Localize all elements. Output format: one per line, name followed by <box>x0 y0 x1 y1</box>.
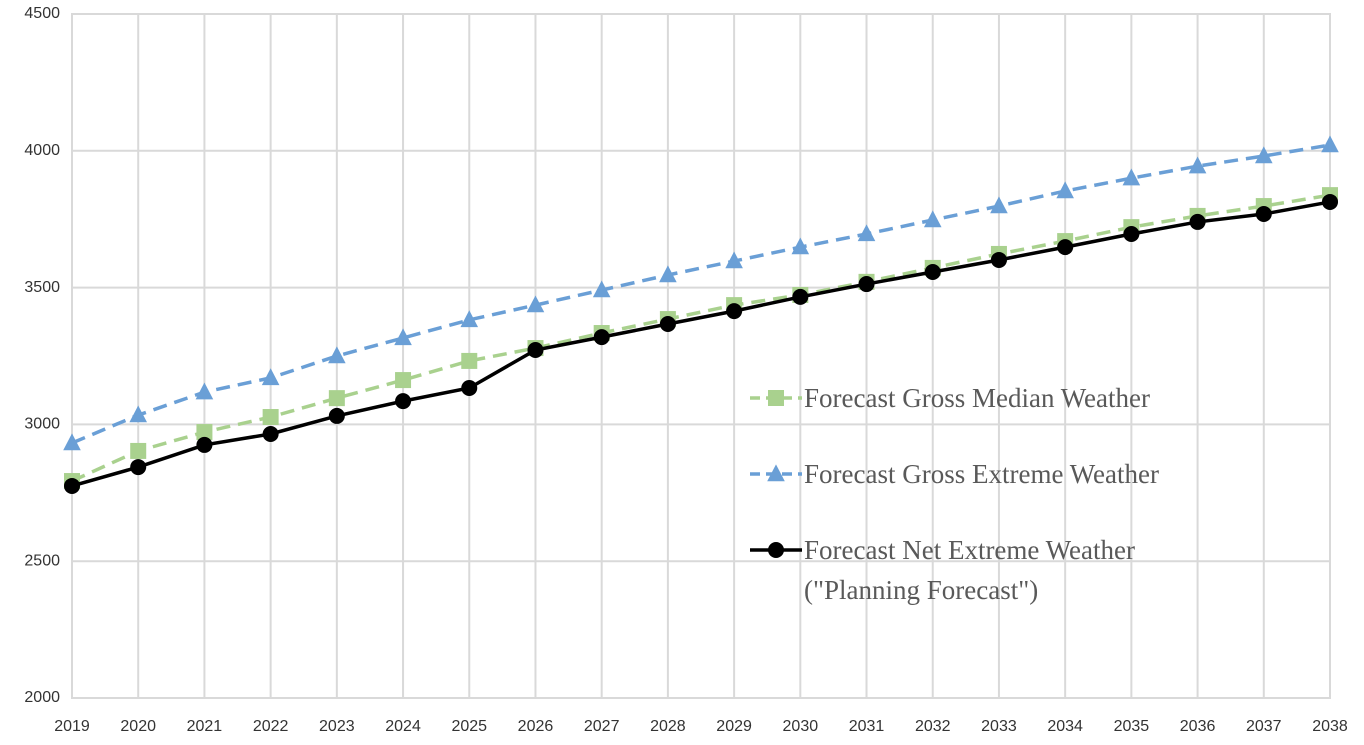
marker <box>791 237 810 255</box>
x-tick-label: 2034 <box>1047 718 1083 735</box>
marker <box>592 280 611 298</box>
marker <box>767 464 785 482</box>
y-tick-label: 4000 <box>24 142 60 159</box>
legend-swatch <box>750 464 802 482</box>
marker <box>195 382 214 400</box>
marker <box>63 433 81 451</box>
legend-label: Forecast Net Extreme Weather ("Planning … <box>804 535 1135 605</box>
marker <box>1321 135 1339 153</box>
x-tick-label: 2030 <box>783 718 819 735</box>
legend-entry: Forecast Net Extreme Weather ("Planning … <box>748 530 1228 610</box>
marker <box>394 328 412 346</box>
y-tick-label: 3000 <box>24 416 60 433</box>
marker <box>1057 239 1074 256</box>
legend-entry: Forecast Gross Median Weather <box>748 378 1228 418</box>
marker <box>461 380 478 397</box>
x-tick-label: 2036 <box>1180 718 1216 735</box>
marker <box>990 251 1007 268</box>
series-line <box>71 200 1331 488</box>
x-tick-label: 2024 <box>385 718 421 735</box>
marker <box>1255 206 1272 223</box>
marker <box>725 251 743 269</box>
marker <box>1322 193 1338 210</box>
x-tick-label: 2031 <box>849 718 885 735</box>
marker <box>923 210 942 228</box>
marker <box>395 372 412 389</box>
marker <box>395 393 412 410</box>
marker <box>460 310 479 328</box>
series-line <box>71 193 1331 483</box>
marker <box>857 224 876 242</box>
x-tick-label: 2022 <box>253 718 289 735</box>
marker <box>130 442 147 459</box>
legend-swatch <box>750 542 802 558</box>
marker <box>526 295 545 313</box>
marker <box>659 315 676 332</box>
marker <box>1123 225 1140 242</box>
y-tick-label: 4500 <box>24 5 60 22</box>
marker <box>768 542 784 558</box>
marker <box>328 390 345 407</box>
marker <box>659 265 677 283</box>
x-tick-label: 2029 <box>716 718 752 735</box>
x-tick-label: 2032 <box>915 718 951 735</box>
y-tick-label: 2000 <box>24 689 60 706</box>
marker <box>261 368 280 386</box>
marker <box>328 346 346 364</box>
marker <box>924 264 941 281</box>
marker <box>130 459 147 476</box>
marker <box>527 341 544 358</box>
legend-label: Forecast Gross Extreme Weather <box>804 459 1159 489</box>
x-tick-label: 2038 <box>1312 718 1348 735</box>
series-line <box>71 143 1331 445</box>
marker <box>461 352 478 369</box>
plot-area <box>71 13 1331 699</box>
x-tick-label: 2019 <box>54 718 90 735</box>
x-tick-label: 2027 <box>584 718 620 735</box>
x-tick-label: 2028 <box>650 718 686 735</box>
marker <box>196 436 213 453</box>
x-tick-label: 2037 <box>1246 718 1282 735</box>
marker <box>768 390 784 406</box>
marker <box>262 409 279 426</box>
marker <box>129 405 148 423</box>
x-tick-label: 2026 <box>518 718 554 735</box>
y-tick-label: 2500 <box>24 552 60 569</box>
marker <box>196 424 213 441</box>
y-tick-label: 3500 <box>24 279 60 296</box>
x-tick-label: 2023 <box>319 718 355 735</box>
x-tick-label: 2020 <box>120 718 156 735</box>
legend: Forecast Gross Median Weather Forecast Gr… <box>748 378 1228 646</box>
marker <box>726 303 743 320</box>
marker <box>1188 156 1207 174</box>
legend-swatch <box>750 390 802 406</box>
marker <box>1189 213 1206 230</box>
marker <box>990 196 1008 214</box>
legend-label: Forecast Gross Median Weather <box>804 383 1150 413</box>
x-tick-label: 2035 <box>1114 718 1150 735</box>
marker <box>1122 168 1141 186</box>
x-tick-label: 2025 <box>451 718 487 735</box>
marker <box>1254 146 1273 164</box>
marker <box>64 477 80 494</box>
marker <box>1056 181 1074 199</box>
marker <box>858 276 875 293</box>
marker <box>593 329 610 346</box>
x-tick-label: 2021 <box>187 718 223 735</box>
marker <box>262 425 279 442</box>
marker <box>792 288 809 305</box>
legend-entry: Forecast Gross Extreme Weather <box>748 454 1228 494</box>
x-tick-label: 2033 <box>981 718 1017 735</box>
marker <box>328 407 345 424</box>
